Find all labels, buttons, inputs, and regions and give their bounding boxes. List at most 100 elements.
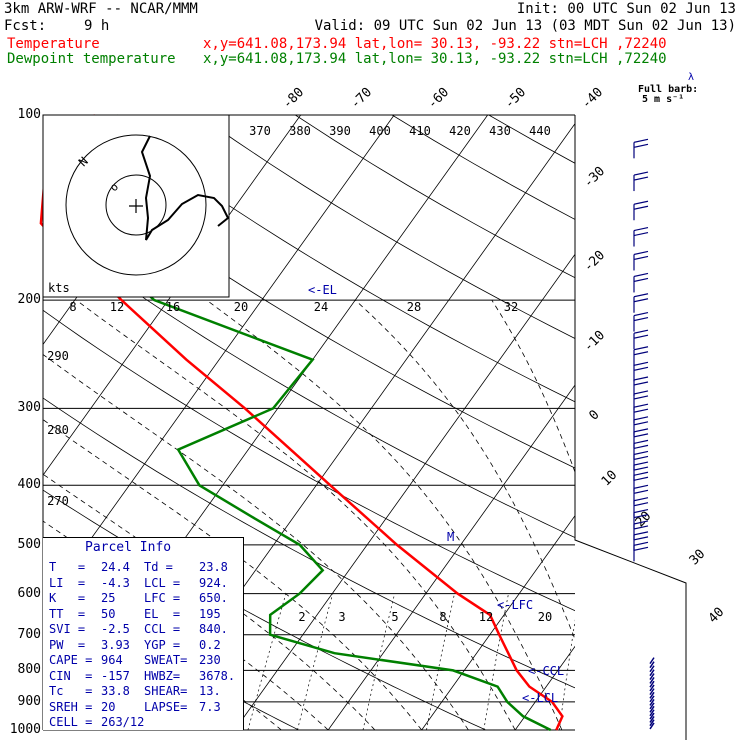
wind-barb-feather	[633, 466, 649, 471]
theta-label: 370	[249, 124, 271, 138]
parcel-info-key: K =	[49, 591, 86, 605]
wind-barb-feather	[633, 138, 649, 143]
speed-label: 20	[234, 300, 248, 314]
wind-barb-feather	[633, 520, 649, 525]
wind-barb-feather	[633, 439, 649, 444]
surface-wind-flag	[649, 712, 655, 720]
wind-barb-feather	[633, 461, 649, 466]
wind-barb-feather	[633, 277, 649, 283]
speed-label: 28	[407, 300, 421, 314]
parcel-info-value: 25	[101, 591, 116, 605]
surface-wind-flag	[649, 698, 655, 706]
wind-barb-feather	[633, 200, 649, 205]
parcel-info-key: HWBZ=	[144, 668, 181, 683]
parcel-info-value: 24.4	[101, 560, 130, 574]
plot-area	[43, 115, 740, 730]
isotherm-line	[609, 115, 740, 730]
wind-legend-full-barb: Full barb:	[638, 84, 699, 95]
pressure-label: 700	[17, 626, 41, 642]
parcel-info-key: CCL =	[144, 622, 181, 636]
parcel-info-box: Parcel Info T = 24.4 Td = 23.8 LI = -4.3 LCL =…	[43, 537, 244, 730]
parcel-info-value: 33.8	[101, 684, 130, 698]
wind-barb-feather	[633, 205, 649, 210]
pressure-label: 1000	[9, 722, 41, 737]
parcel-info-value: 964	[101, 653, 123, 667]
dry-adiabat	[43, 397, 575, 689]
isotherm-label: -20	[581, 248, 608, 275]
wind-barb-feather	[633, 272, 649, 278]
wind-barb-feather	[633, 502, 649, 507]
dewpoint-curve	[67, 114, 552, 732]
surface-wind-flag	[649, 709, 655, 717]
moist-adiabat	[43, 353, 469, 730]
parcel-info-row: PW = 3.93 YGP = 0.2	[49, 638, 241, 652]
diagram-grid	[42, 114, 740, 740]
isotherm-label: -80	[280, 85, 307, 112]
parcel-info-key: EL =	[144, 606, 181, 621]
dry-adiabat	[101, 115, 575, 403]
parcel-info-value: 20	[101, 699, 116, 714]
temperature-legend: Temperature	[7, 36, 100, 52]
wind-barbs	[633, 138, 655, 730]
wind-barb-feather	[633, 416, 649, 421]
level-annotation: <-LCL	[522, 691, 558, 705]
surface-wind-flag	[649, 684, 655, 692]
valid-time: Valid: 09 UTC Sun 02 Jun 13 (03 MDT Sun …	[314, 18, 736, 34]
parcel-info-key: SVI =	[49, 622, 86, 636]
pressure-label: 300	[17, 400, 41, 416]
isotherm-label: -60	[425, 85, 452, 112]
parcel-info-row: CIN = -157 HWBZ= 3678.	[49, 669, 241, 683]
speed-label: 12	[110, 300, 124, 314]
pressure-label: 200	[17, 292, 41, 308]
wind-barb-feather	[633, 231, 649, 237]
parcel-info-value: 263/12	[101, 715, 145, 729]
surface-wind-flag	[649, 673, 655, 681]
parcel-info-key: LCL =	[144, 575, 181, 590]
parcel-info-key: YGP =	[144, 637, 181, 652]
wind-barb-feather	[633, 351, 649, 356]
wind-barb-feather	[633, 476, 649, 481]
isotherm-line	[702, 115, 740, 730]
parcel-info-row: TT = 50 EL = 195	[49, 607, 241, 621]
level-annotation: <-LFC	[497, 598, 533, 612]
surface-wind-flag	[649, 722, 655, 730]
parcel-info-value: 3678.	[199, 668, 236, 683]
wind-barb-feather	[633, 346, 649, 351]
dewpoint-legend: Dewpoint temperature	[7, 51, 176, 67]
parcel-info-row: CELL = 263/12	[49, 715, 241, 729]
wind-barb-feather	[633, 376, 649, 381]
surface-wind-flag	[649, 691, 655, 699]
parcel-info-row: T = 24.4 Td = 23.8	[49, 560, 241, 574]
mixing-ratio-label: 20	[538, 610, 552, 624]
wind-barb-feather	[633, 226, 649, 232]
theta-label: 420	[449, 124, 471, 138]
wind-barb-feather	[633, 171, 649, 176]
wind-barb-feather	[633, 509, 649, 514]
temperature-curve	[39, 114, 564, 731]
mixing-ratio-label: 8	[439, 610, 446, 624]
speed-label: 32	[504, 300, 518, 314]
temperature-loc-info: x,y=641.08,173.94 lat,lon= 30.13, -93.22…	[203, 36, 667, 52]
isotherm-label: -30	[581, 164, 608, 191]
moist-adiabat	[43, 520, 329, 730]
mixing-ratio-label: 5	[391, 610, 398, 624]
wind-barb-feather	[633, 536, 649, 541]
surface-wind-flag	[649, 677, 655, 684]
wind-barb-feather	[633, 421, 649, 426]
theta-label: 430	[489, 124, 511, 138]
parcel-info-key: T =	[49, 560, 86, 574]
model-title: 3km ARW-WRF -- NCAR/MMM	[4, 1, 198, 17]
wind-barb-feather	[633, 176, 649, 181]
moist-adiabat	[491, 299, 575, 474]
wind-barb-feather	[633, 381, 649, 386]
wind-barb-feather	[633, 395, 649, 400]
parcel-info-key: SWEAT=	[144, 653, 188, 667]
dry-adiabat	[586, 115, 740, 730]
surface-wind-flag	[649, 719, 655, 727]
parcel-info-value: 195	[199, 606, 221, 621]
wind-barb-feather	[633, 525, 649, 530]
parcel-info-key: Td =	[144, 560, 173, 574]
wind-barb-feather	[633, 317, 649, 322]
isotherm-label: 40	[706, 605, 728, 627]
